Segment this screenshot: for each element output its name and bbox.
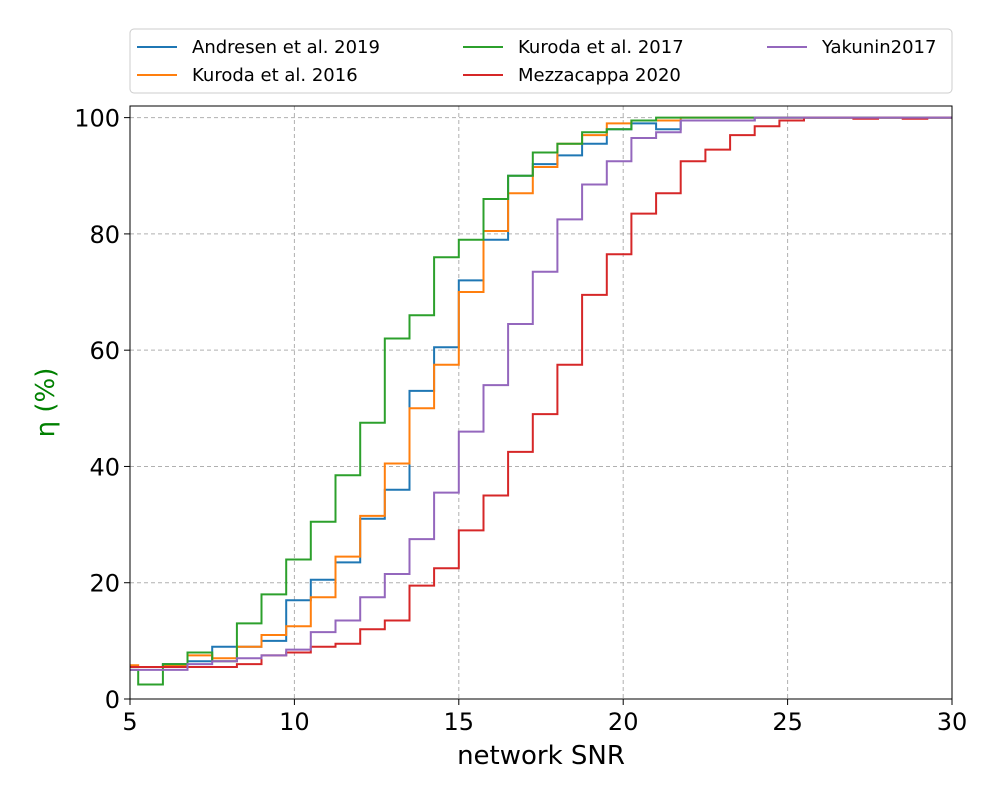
series-line-4 [130,116,952,668]
x-tick-label: 25 [772,708,803,736]
y-tick-label: 60 [89,337,120,365]
y-tick-label: 20 [89,570,120,598]
legend-label: Kuroda et al. 2016 [192,65,358,86]
y-tick-label: 0 [105,686,120,714]
legend-label: Mezzacappa 2020 [518,65,681,86]
series-group [130,116,952,686]
x-tick-label: 30 [937,708,968,736]
legend-label: Andresen et al. 2019 [192,37,380,58]
series-line-3 [130,116,952,686]
y-tick-label: 100 [74,105,120,133]
plot-frame [129,105,953,700]
x-tick-label: 10 [279,708,310,736]
x-tick-label: 15 [444,708,475,736]
legend: Andresen et al. 2019 Kuroda et al. 2016 Ku… [129,28,953,94]
y-tick-label: 40 [89,453,120,481]
axis-ticks: 5 10 15 20 25 30 0 20 40 60 80 100 [74,105,967,736]
y-tick-label: 80 [89,221,120,249]
legend-box [129,28,953,94]
series-line-1 [130,116,952,668]
x-axis-title: network SNR [457,741,625,771]
legend-label: Kuroda et al. 2017 [518,37,684,58]
x-tick-label: 5 [122,708,137,736]
series-line-5 [130,116,952,671]
legend-label: Yakunin2017 [821,37,936,58]
x-tick-label: 20 [608,708,639,736]
grid [130,106,952,699]
y-axis-title: η (%) [31,368,61,438]
series-line-2 [130,116,952,668]
